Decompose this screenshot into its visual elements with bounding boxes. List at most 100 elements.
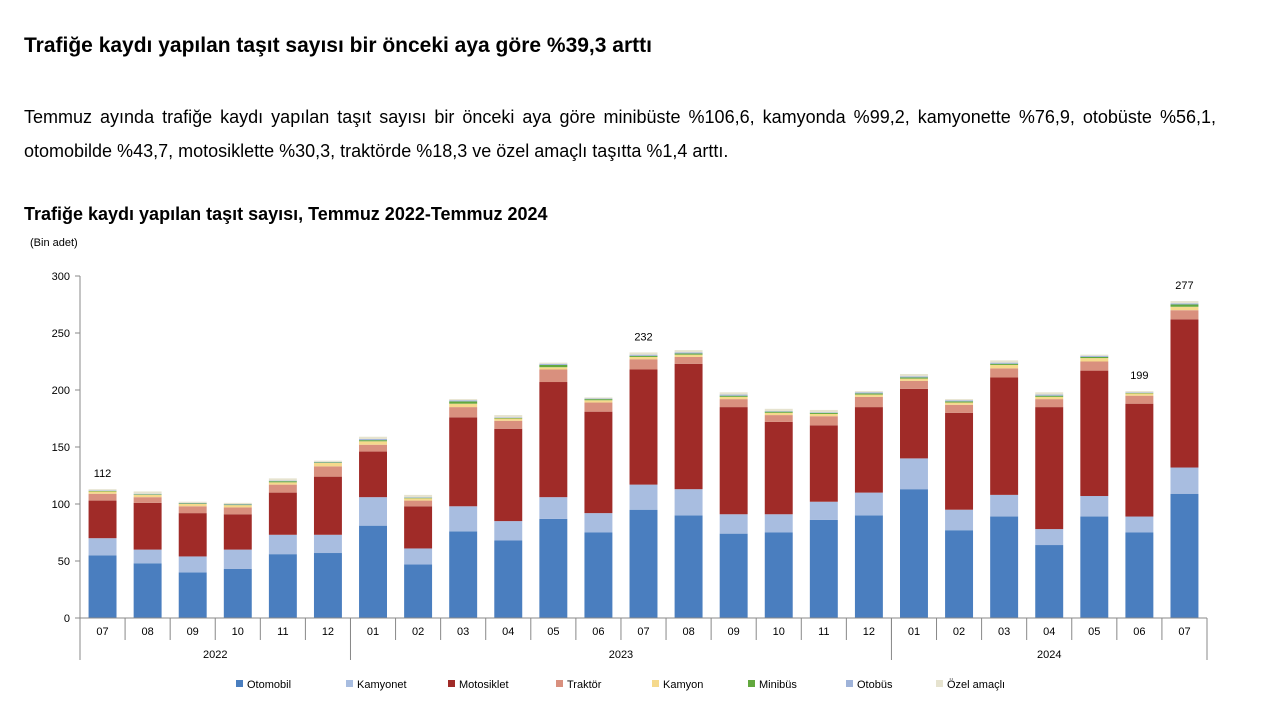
x-tick-label: 05 bbox=[547, 626, 559, 638]
bar-segment bbox=[359, 497, 387, 526]
chart-legend: Otomobil Kamyonet Motosiklet Traktör Kamyon M… bbox=[236, 679, 1005, 691]
x-tick-label: 10 bbox=[232, 626, 244, 638]
bar-segment bbox=[1170, 319, 1199, 468]
bar-segment bbox=[1170, 304, 1199, 307]
bar-segment bbox=[313, 460, 342, 462]
bar-segment bbox=[990, 363, 1019, 365]
year-label: 2024 bbox=[1037, 649, 1061, 661]
legend-swatch bbox=[346, 680, 353, 687]
bar-segment bbox=[900, 378, 928, 381]
bar-segment bbox=[629, 352, 658, 355]
bar-segment bbox=[449, 403, 478, 408]
bar-segment bbox=[1080, 358, 1109, 362]
bar-segment bbox=[178, 501, 207, 503]
legend-swatch bbox=[748, 680, 755, 687]
bar-segment bbox=[539, 363, 568, 365]
y-tick-label: 250 bbox=[52, 328, 70, 340]
legend-swatch bbox=[448, 680, 455, 687]
bar-segment bbox=[1035, 529, 1064, 546]
bar-segment bbox=[404, 500, 433, 507]
bar-segment bbox=[88, 493, 117, 501]
y-tick-label: 0 bbox=[64, 613, 70, 625]
bar-segment bbox=[1080, 355, 1109, 357]
bar-segment bbox=[1080, 370, 1109, 497]
bar-segment bbox=[900, 377, 928, 379]
legend-swatch bbox=[236, 680, 243, 687]
x-tick-label: 07 bbox=[96, 626, 108, 638]
chart-title: Trafiğe kaydı yapılan taşıt sayısı, Temm… bbox=[24, 204, 548, 224]
bar-segment bbox=[223, 568, 252, 618]
bar-segment bbox=[268, 482, 297, 485]
bar-segment bbox=[539, 369, 568, 383]
bar-segment bbox=[313, 462, 342, 467]
bar-segment bbox=[674, 353, 703, 355]
bar-segment bbox=[268, 480, 297, 482]
bar-segment bbox=[313, 476, 342, 535]
bar-segment bbox=[809, 519, 838, 618]
bar-segment bbox=[359, 441, 387, 445]
bar-segment bbox=[223, 514, 252, 550]
bar-segment bbox=[88, 490, 117, 492]
bar-segment bbox=[404, 506, 433, 549]
data-labels: 112 232 199 277 bbox=[94, 280, 1194, 480]
bar-segment bbox=[945, 400, 974, 402]
legend-swatch bbox=[652, 680, 659, 687]
bar-segment bbox=[404, 497, 433, 498]
bar-segment bbox=[854, 391, 883, 393]
x-tick-label: 11 bbox=[818, 626, 829, 638]
bar-segment bbox=[1125, 395, 1154, 404]
bar-segment bbox=[990, 360, 1019, 363]
bar-segment bbox=[809, 413, 838, 417]
bar-segment bbox=[178, 502, 207, 504]
bar-segment bbox=[313, 466, 342, 477]
bar-segment bbox=[133, 497, 162, 503]
legend-swatch bbox=[936, 680, 943, 687]
bar-segment bbox=[1170, 310, 1199, 320]
bar-segment bbox=[990, 362, 1019, 364]
bar-segment bbox=[854, 396, 883, 408]
bar-segment bbox=[359, 525, 387, 618]
bar-segment bbox=[268, 554, 297, 618]
bar-segment bbox=[268, 492, 297, 535]
bar-segment bbox=[133, 493, 162, 495]
bar-segment bbox=[719, 407, 748, 515]
bar-segment bbox=[133, 549, 162, 564]
bar-segment bbox=[945, 401, 974, 403]
bar-segment bbox=[1035, 407, 1064, 530]
bar-segment bbox=[223, 549, 252, 569]
bar-segment bbox=[88, 555, 117, 618]
bar-segment bbox=[88, 490, 117, 491]
bar-segment bbox=[88, 538, 117, 556]
y-tick-label: 150 bbox=[52, 442, 70, 454]
bar-segment bbox=[1035, 392, 1064, 395]
x-tick-label: 12 bbox=[322, 626, 334, 638]
bar-segment bbox=[719, 514, 748, 534]
bar-segment bbox=[539, 382, 568, 498]
bar-segment bbox=[584, 513, 613, 533]
legend-label: Motosiklet bbox=[459, 679, 509, 691]
bar-segment bbox=[1125, 392, 1154, 394]
legend-label: Otobüs bbox=[857, 679, 893, 691]
bar-segment bbox=[900, 489, 928, 618]
bar-segment bbox=[268, 484, 297, 493]
bar-segment bbox=[359, 444, 387, 452]
bar-segment bbox=[809, 409, 838, 413]
bar-segment bbox=[764, 411, 793, 412]
legend-swatch bbox=[556, 680, 563, 687]
bar-segment bbox=[719, 396, 748, 400]
bar-segment bbox=[539, 367, 568, 370]
year-label: 2022 bbox=[203, 649, 227, 661]
bar-segment bbox=[674, 350, 703, 353]
bar-segment bbox=[629, 355, 658, 357]
x-tick-label: 05 bbox=[1088, 626, 1100, 638]
bar-segment bbox=[809, 416, 838, 426]
bar-segment bbox=[674, 515, 703, 618]
bar-segment bbox=[764, 408, 793, 412]
bar-segment bbox=[900, 458, 928, 490]
x-tick-label: 03 bbox=[998, 626, 1010, 638]
bar-segment bbox=[449, 531, 478, 618]
bar-segment bbox=[1170, 301, 1199, 304]
bar-segment bbox=[809, 501, 838, 520]
bar-segment bbox=[1170, 493, 1199, 618]
